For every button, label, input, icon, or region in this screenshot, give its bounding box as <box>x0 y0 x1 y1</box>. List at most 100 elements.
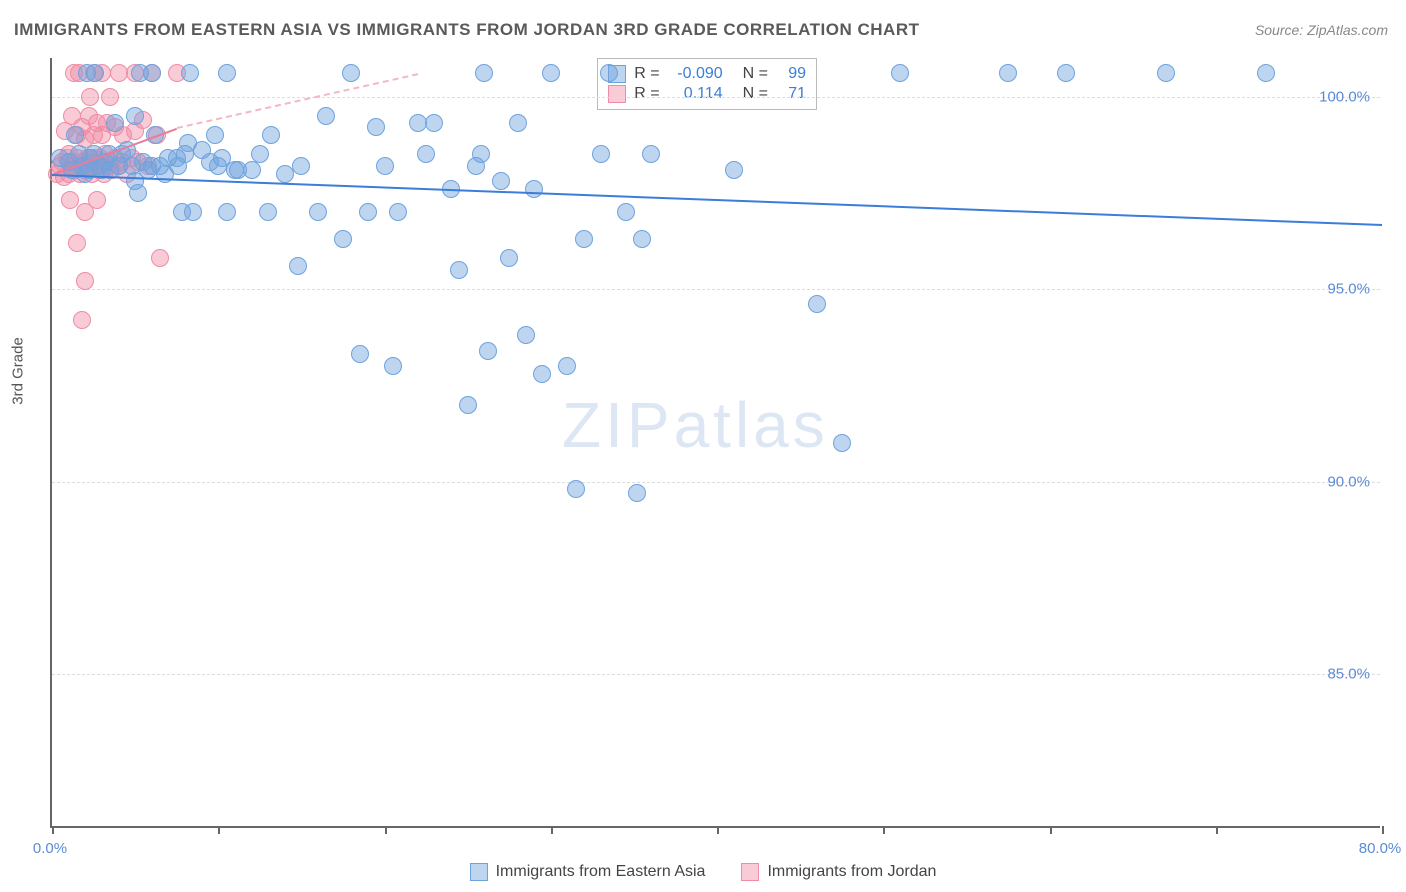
data-point <box>289 257 307 275</box>
trend-line <box>52 174 1382 226</box>
legend-swatch-icon <box>741 863 759 881</box>
n-value: 99 <box>776 65 806 83</box>
data-point <box>425 114 443 132</box>
source-attribution: Source: ZipAtlas.com <box>1255 22 1388 38</box>
chart-title: IMMIGRANTS FROM EASTERN ASIA VS IMMIGRAN… <box>14 20 919 40</box>
legend-stats-row: R =-0.090N =99 <box>608 65 806 83</box>
r-label: R = <box>634 85 659 103</box>
data-point <box>389 203 407 221</box>
x-tick <box>1216 826 1218 834</box>
data-point <box>1057 64 1075 82</box>
data-point <box>475 64 493 82</box>
data-point <box>525 180 543 198</box>
data-point <box>472 145 490 163</box>
data-point <box>351 345 369 363</box>
legend-stats-row: R =0.114N =71 <box>608 85 806 103</box>
y-tick-label: 100.0% <box>1319 88 1370 105</box>
gridline <box>52 289 1380 290</box>
data-point <box>500 249 518 267</box>
data-point <box>129 184 147 202</box>
data-point <box>151 249 169 267</box>
data-point <box>106 114 124 132</box>
data-point <box>600 64 618 82</box>
legend-swatch-icon <box>470 863 488 881</box>
r-value: 0.114 <box>668 85 723 103</box>
data-point <box>218 64 236 82</box>
legend-swatch-icon <box>608 85 626 103</box>
data-point <box>110 64 128 82</box>
data-point <box>251 145 269 163</box>
data-point <box>218 203 236 221</box>
x-tick <box>1050 826 1052 834</box>
data-point <box>384 357 402 375</box>
data-point <box>68 234 86 252</box>
data-point <box>1157 64 1175 82</box>
gridline <box>52 97 1380 98</box>
data-point <box>479 342 497 360</box>
data-point <box>417 145 435 163</box>
data-point <box>628 484 646 502</box>
gridline <box>52 482 1380 483</box>
data-point <box>575 230 593 248</box>
data-point <box>334 230 352 248</box>
data-point <box>509 114 527 132</box>
data-point <box>592 145 610 163</box>
data-point <box>633 230 651 248</box>
plot-area: ZIPatlas R =-0.090N =99R =0.114N =71 85.… <box>50 58 1380 828</box>
data-point <box>292 157 310 175</box>
x-tick <box>1382 826 1384 834</box>
x-tick <box>385 826 387 834</box>
data-point <box>617 203 635 221</box>
data-point <box>73 311 91 329</box>
data-point <box>999 64 1017 82</box>
n-label: N = <box>743 65 768 83</box>
bottom-legend: Immigrants from Eastern Asia Immigrants f… <box>0 863 1406 886</box>
data-point <box>459 396 477 414</box>
data-point <box>558 357 576 375</box>
data-point <box>143 64 161 82</box>
data-point <box>725 161 743 179</box>
data-point <box>276 165 294 183</box>
x-tick <box>52 826 54 834</box>
watermark: ZIPatlas <box>562 388 829 462</box>
x-tick-label: 0.0% <box>33 840 67 857</box>
x-tick-label: 80.0% <box>1359 840 1402 857</box>
data-point <box>450 261 468 279</box>
data-point <box>542 64 560 82</box>
x-tick <box>551 826 553 834</box>
y-tick-label: 95.0% <box>1327 281 1370 298</box>
data-point <box>1257 64 1275 82</box>
data-point <box>206 126 224 144</box>
data-point <box>891 64 909 82</box>
data-point <box>808 295 826 313</box>
x-tick <box>883 826 885 834</box>
data-point <box>833 434 851 452</box>
data-point <box>262 126 280 144</box>
x-tick <box>218 826 220 834</box>
data-point <box>376 157 394 175</box>
data-point <box>317 107 335 125</box>
n-label: N = <box>743 85 768 103</box>
r-value: -0.090 <box>668 65 723 83</box>
data-point <box>517 326 535 344</box>
data-point <box>533 365 551 383</box>
legend-item: Immigrants from Jordan <box>741 863 936 881</box>
gridline <box>52 674 1380 675</box>
data-point <box>76 272 94 290</box>
data-point <box>243 161 261 179</box>
data-point <box>259 203 277 221</box>
data-point <box>309 203 327 221</box>
legend-stats-box: R =-0.090N =99R =0.114N =71 <box>597 58 817 110</box>
data-point <box>342 64 360 82</box>
data-point <box>81 88 99 106</box>
data-point <box>359 203 377 221</box>
data-point <box>88 191 106 209</box>
data-point <box>101 88 119 106</box>
legend-label: Immigrants from Jordan <box>767 863 936 881</box>
legend-label: Immigrants from Eastern Asia <box>496 863 706 881</box>
y-tick-label: 90.0% <box>1327 473 1370 490</box>
data-point <box>86 64 104 82</box>
data-point <box>567 480 585 498</box>
data-point <box>492 172 510 190</box>
data-point <box>66 126 84 144</box>
